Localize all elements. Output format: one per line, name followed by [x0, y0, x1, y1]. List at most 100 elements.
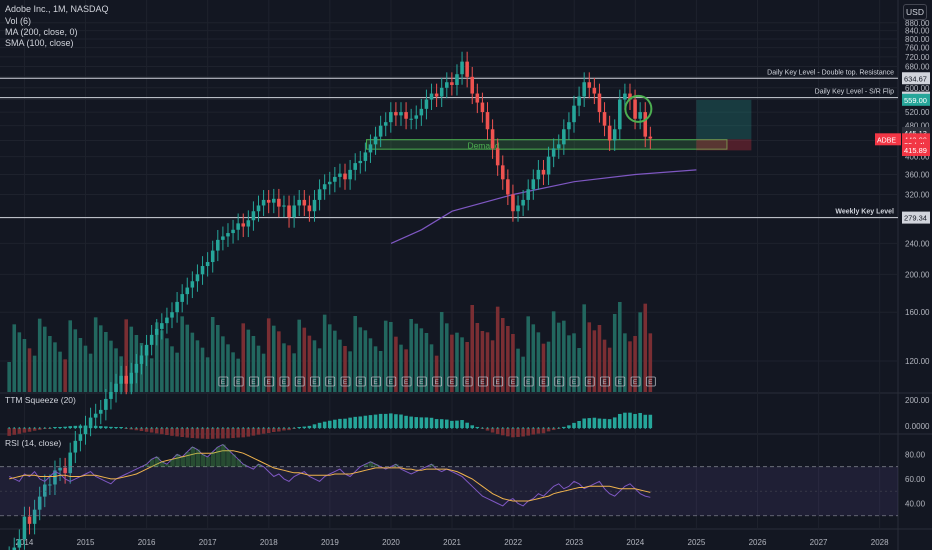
volume-bar — [500, 318, 505, 392]
candle-body — [292, 205, 296, 218]
squeeze-dot — [379, 427, 382, 429]
candle-body — [531, 179, 536, 190]
squeeze-dot — [491, 427, 494, 429]
indicator-ma[interactable]: MA (200, close, 0) — [5, 27, 78, 37]
squeeze-dot — [578, 427, 580, 429]
price-tick-label: 120.00 — [905, 357, 930, 366]
symbol-tag-bg — [875, 133, 901, 146]
volume-bar — [536, 332, 541, 392]
candle-body — [43, 484, 47, 497]
rsi-overbought-fill — [231, 454, 236, 467]
earnings-marker: E — [267, 379, 272, 386]
squeeze-dot — [512, 427, 514, 429]
squeeze-bar — [165, 428, 169, 436]
currency-button[interactable]: USD — [903, 4, 927, 20]
candle-body — [439, 87, 444, 97]
double-top-circle — [624, 94, 653, 123]
squeeze-dot — [308, 427, 311, 429]
earnings-marker: E — [282, 379, 287, 386]
price-tick-label: 760.00 — [905, 44, 930, 53]
squeeze-bar — [597, 418, 602, 428]
volume-bar — [317, 348, 322, 392]
earnings-marker: E — [465, 379, 470, 386]
earnings-marker-box — [249, 376, 259, 387]
volume-bar — [93, 317, 98, 392]
price-tick-label: 880.00 — [905, 19, 930, 28]
candle-body — [567, 122, 571, 130]
squeeze-bar — [389, 413, 393, 428]
candle-body — [572, 105, 576, 123]
earnings-marker: E — [404, 379, 409, 386]
squeeze-dot — [501, 427, 504, 429]
candle-body — [490, 129, 495, 149]
candle-body — [149, 334, 154, 345]
squeeze-dot — [374, 427, 377, 429]
volume-bar — [7, 362, 11, 392]
squeeze-dot — [649, 427, 652, 429]
volume-bar — [251, 336, 256, 392]
candle-body — [154, 328, 159, 335]
candle-body — [32, 509, 37, 524]
volume-bar — [144, 350, 149, 392]
squeeze-dot — [400, 427, 402, 429]
candle-body — [424, 99, 429, 109]
squeeze-bar — [317, 422, 322, 428]
key-level-label: Daily Key Level - S/R Flip — [815, 89, 894, 96]
indicator-sma[interactable]: SMA (100, close) — [5, 38, 74, 48]
squeeze-bar — [338, 418, 342, 428]
candle-body — [226, 233, 230, 237]
volume-bar — [63, 359, 67, 392]
squeeze-bar — [154, 428, 159, 434]
squeeze-bar — [149, 428, 154, 433]
rsi-overbought-fill — [221, 444, 226, 467]
squeeze-bar — [144, 428, 149, 432]
squeeze-bar — [526, 428, 530, 436]
price-tag: 559.00 — [904, 96, 927, 105]
earnings-marker: E — [343, 379, 348, 386]
squeeze-dot — [542, 427, 545, 429]
squeeze-bar — [373, 414, 378, 428]
squeeze-dot — [344, 427, 346, 429]
time-tick-label: 2025 — [688, 538, 706, 547]
indicator-vol[interactable]: Vol (6) — [5, 16, 32, 26]
squeeze-dot — [522, 427, 525, 429]
candle-body — [434, 93, 439, 97]
candle-body — [419, 108, 424, 116]
volume-bar — [327, 324, 332, 392]
rsi-overbought-fill — [165, 464, 170, 467]
squeeze-bar — [358, 416, 363, 428]
candle-body — [297, 199, 301, 206]
rsi-overbought-fill — [170, 459, 175, 467]
squeeze-bar — [623, 412, 627, 428]
candle-body — [58, 467, 62, 471]
squeeze-dot — [339, 427, 341, 429]
squeeze-dot — [110, 427, 112, 429]
volume-bar — [12, 324, 17, 392]
squeeze-bar — [577, 420, 581, 428]
squeeze-dot — [623, 427, 626, 429]
squeeze-dot — [242, 427, 245, 429]
key-level-label: Daily Key Level - Double top. Resistance — [767, 69, 894, 76]
volume-bar — [521, 356, 525, 392]
squeeze-bar — [180, 428, 184, 438]
candle-body — [648, 136, 653, 139]
candle-body — [455, 74, 459, 85]
earnings-marker-box — [600, 376, 610, 387]
candle-body — [506, 179, 510, 195]
candle-body — [119, 375, 123, 384]
volume-bar — [516, 348, 520, 392]
squeeze-dot — [221, 427, 224, 429]
squeeze-dot — [603, 427, 606, 429]
volume-bar — [638, 312, 642, 392]
squeeze-bar — [460, 420, 464, 428]
squeeze-dot — [257, 427, 260, 429]
earnings-marker: E — [496, 379, 501, 386]
price-tick-label: 600.00 — [905, 84, 930, 93]
volume-bar — [256, 345, 261, 392]
earnings-marker-box — [371, 376, 381, 387]
squeeze-dot — [537, 427, 540, 429]
squeeze-dot — [395, 427, 397, 429]
key-level-label: Weekly Key Level — [835, 209, 894, 216]
squeeze-bar — [404, 415, 408, 428]
